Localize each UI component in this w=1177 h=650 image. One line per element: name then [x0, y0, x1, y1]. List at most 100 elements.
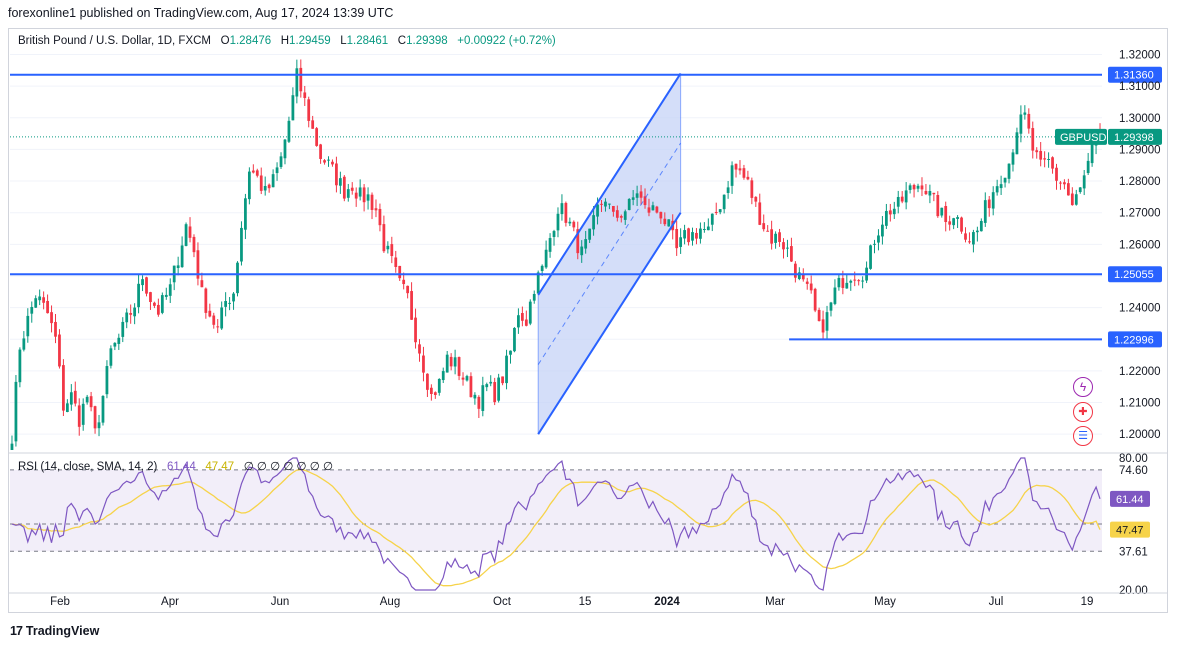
- candle-body: [382, 224, 386, 252]
- candle-body: [275, 167, 279, 174]
- candle-body: [1043, 158, 1047, 160]
- candle-body: [750, 180, 754, 198]
- candle-body: [160, 295, 164, 313]
- candle-body: [263, 185, 267, 191]
- candle-body: [592, 215, 595, 230]
- price-axis-label: 1.28000: [1119, 176, 1161, 188]
- candle-body: [418, 344, 421, 354]
- candle-body: [841, 278, 845, 288]
- candle-body: [473, 394, 477, 399]
- candle-body: [1055, 167, 1058, 181]
- rsi-sma-legend-value: 47.47: [205, 461, 235, 473]
- candle-body: [208, 310, 212, 317]
- rsi-axis-label: 74.60: [1119, 465, 1148, 477]
- candle-body: [702, 229, 706, 231]
- candle-body: [809, 283, 813, 291]
- time-axis-label: Jul: [989, 596, 1004, 608]
- candle-body: [849, 280, 853, 283]
- candle-body: [327, 159, 330, 161]
- candle-body: [287, 120, 291, 142]
- candle-body: [30, 306, 34, 314]
- level-price-badge: [1108, 66, 1162, 83]
- lightning-icon[interactable]: ϟ: [1073, 377, 1093, 397]
- candle-body: [125, 312, 129, 323]
- candle-body: [778, 232, 781, 242]
- candle-body: [164, 294, 168, 297]
- low-value: 1.28461: [346, 35, 389, 47]
- candle-body: [754, 196, 758, 202]
- candle-body: [900, 196, 904, 202]
- candle-body: [145, 277, 148, 294]
- candle-body: [1031, 128, 1035, 151]
- candle-body: [73, 390, 77, 404]
- price-axis-label: 1.26000: [1119, 239, 1161, 251]
- candle-body: [485, 384, 489, 388]
- uk-flag-icon[interactable]: ✚: [1073, 402, 1093, 422]
- candle-body: [259, 175, 263, 191]
- candle-body: [156, 304, 160, 315]
- candle-body: [837, 277, 841, 288]
- candle-body: [212, 315, 216, 325]
- candle-body: [291, 95, 295, 121]
- candle-body: [271, 174, 275, 188]
- candle-body: [699, 228, 702, 239]
- candle-body: [184, 224, 188, 246]
- candle-body: [584, 239, 588, 249]
- candle-body: [635, 193, 639, 198]
- candle-body: [833, 287, 837, 304]
- current-price-badge: [1108, 128, 1162, 145]
- candle-body: [378, 208, 382, 226]
- candle-body: [619, 216, 623, 218]
- candle-body: [888, 210, 892, 215]
- candle-body: [121, 321, 125, 337]
- candle-body: [742, 168, 746, 178]
- time-axis-label: Feb: [50, 596, 70, 608]
- candle-body: [790, 246, 793, 262]
- candle-body: [1019, 114, 1023, 134]
- candle-body: [643, 196, 647, 206]
- candle-body: [805, 281, 809, 284]
- candle-body: [991, 192, 995, 209]
- candle-body: [247, 171, 251, 200]
- candle-body: [220, 307, 224, 329]
- candle-body: [445, 354, 449, 373]
- candle-body: [283, 139, 287, 159]
- time-axis-label: Jun: [271, 596, 290, 608]
- time-axis-label: Mar: [765, 596, 785, 608]
- candle-body: [770, 229, 774, 244]
- time-axis-label: Oct: [493, 596, 512, 608]
- candle-body: [916, 185, 920, 189]
- candle-body: [675, 228, 679, 249]
- level-price-badge: [1108, 266, 1162, 283]
- candle-body: [251, 170, 255, 173]
- candle-body: [608, 203, 611, 205]
- candle-body: [422, 355, 425, 373]
- candle-body: [457, 357, 461, 376]
- candle-body: [857, 280, 861, 282]
- candle-body: [38, 296, 42, 301]
- candle-body: [69, 392, 73, 405]
- candle-body: [1011, 152, 1015, 165]
- candle-body: [58, 334, 61, 367]
- candle-body: [540, 265, 544, 272]
- candle-body: [884, 210, 888, 226]
- price-axis-label: 1.21000: [1119, 398, 1161, 410]
- candle-body: [687, 228, 690, 243]
- tradingview-footer: 17 TradingView: [10, 624, 99, 638]
- channel-mid-line: [537, 142, 682, 365]
- candle-body: [596, 204, 599, 217]
- candle-body: [509, 350, 512, 355]
- candle-body: [877, 235, 880, 243]
- rsi-title: RSI (14, close, SMA, 14, 2): [18, 461, 158, 473]
- candle-body: [647, 207, 651, 213]
- candle-body: [1059, 182, 1062, 184]
- price-axis-label: 1.30000: [1119, 113, 1161, 125]
- candle-body: [493, 382, 497, 403]
- us-flag-icon[interactable]: ☰: [1073, 426, 1093, 446]
- candle-body: [952, 218, 956, 226]
- candle-body: [726, 187, 730, 193]
- candle-body: [627, 199, 631, 211]
- level-price-badge: [1108, 331, 1162, 348]
- candle-body: [892, 208, 896, 215]
